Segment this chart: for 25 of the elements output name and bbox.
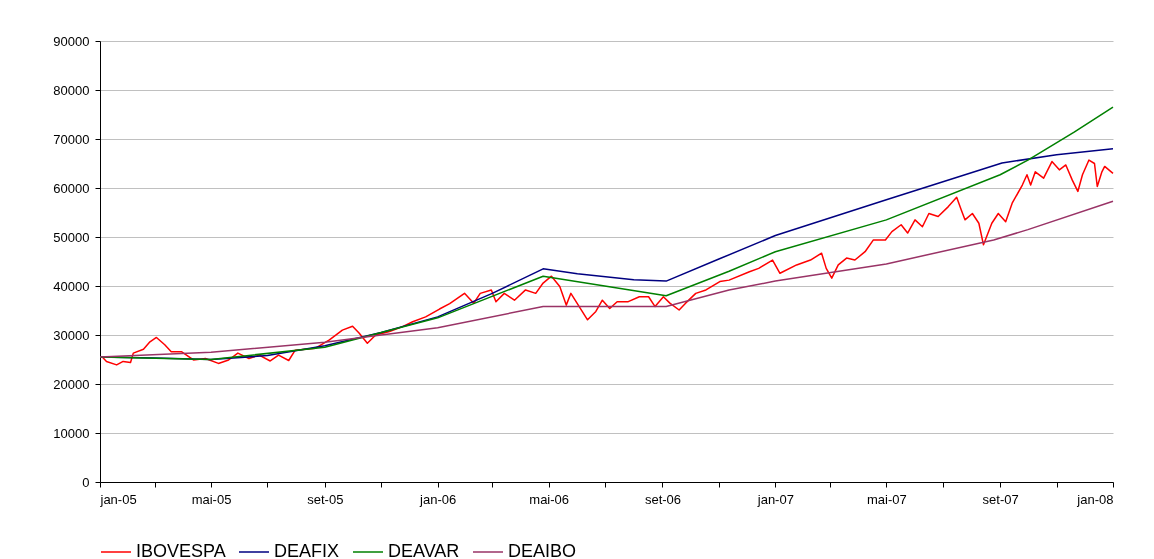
- x-tick-label: set-05: [307, 491, 344, 507]
- y-tick-label: 0: [82, 474, 90, 490]
- x-tick-label: jan-06: [419, 491, 457, 507]
- y-tick-label: 50000: [53, 229, 90, 245]
- legend-label: DEAIBO: [508, 541, 577, 559]
- x-tick-label: set-06: [644, 491, 682, 507]
- x-tick-label: jan-07: [756, 491, 794, 507]
- line-series: [99, 200, 1114, 358]
- x-tick-label: mai-06: [529, 491, 570, 507]
- x-tick-label: mai-05: [191, 491, 232, 507]
- x-tick-label: set-07: [982, 491, 1019, 507]
- y-tick-label: 10000: [53, 425, 90, 441]
- y-tick-label: 60000: [53, 180, 90, 196]
- x-tick-label: jan-05: [99, 491, 137, 507]
- legend-label: DEAVAR: [388, 541, 460, 559]
- legend-label: DEAFIX: [274, 541, 340, 559]
- y-tick-label: 40000: [53, 278, 90, 294]
- legend-label: IBOVESPA: [136, 541, 226, 559]
- y-tick-label: 90000: [53, 33, 90, 49]
- y-tick-label: 80000: [53, 82, 90, 98]
- y-tick-label: 30000: [53, 327, 90, 343]
- y-tick-label: 70000: [53, 131, 90, 147]
- x-tick-label: jan-08: [1076, 491, 1114, 507]
- x-tick-label: mai-07: [866, 491, 907, 507]
- y-tick-label: 20000: [53, 376, 90, 392]
